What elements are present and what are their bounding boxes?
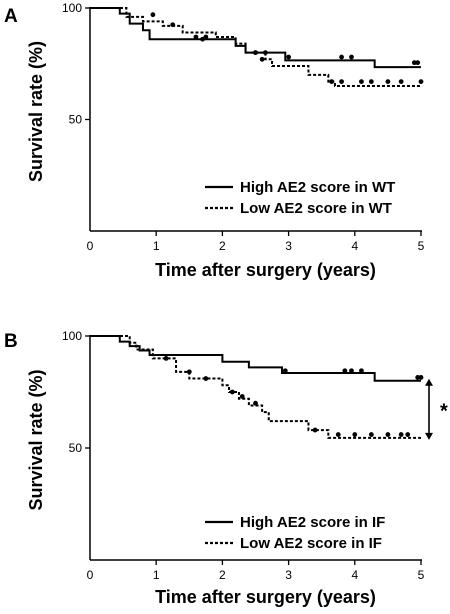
censored-point xyxy=(342,368,348,374)
y-tick-label: 50 xyxy=(69,113,83,127)
censored-point xyxy=(352,432,358,437)
arrowhead-up-icon xyxy=(425,378,433,386)
legend-label: High AE2 score in IF xyxy=(240,514,385,531)
y-axis-title: Survival rate (%) xyxy=(26,41,46,182)
censored-point xyxy=(349,54,354,60)
censored-point xyxy=(415,60,421,66)
y-axis-title: Survival rate (%) xyxy=(26,369,46,510)
arrowhead-down-icon xyxy=(425,432,433,440)
censored-point xyxy=(359,79,364,84)
censored-point xyxy=(405,432,411,437)
censored-point xyxy=(229,389,235,395)
x-tick-label: 0 xyxy=(87,568,94,582)
censored-point xyxy=(418,79,424,84)
x-tick-label: 2 xyxy=(219,239,226,253)
series-line-high xyxy=(90,335,421,382)
censored-point xyxy=(286,54,291,60)
censored-point xyxy=(203,34,209,40)
censored-point xyxy=(398,432,404,437)
censored-point xyxy=(186,369,192,375)
censored-point xyxy=(359,368,364,374)
censored-point xyxy=(335,432,341,437)
censored-point xyxy=(398,79,404,84)
y-tick-label: 100 xyxy=(62,329,82,343)
censored-point xyxy=(239,394,245,399)
censored-point xyxy=(339,79,344,84)
panel-label: B xyxy=(4,331,18,352)
censored-point xyxy=(418,375,424,380)
panel-b: B 0 1 2 3 4 5 50 100 Time after surgery (years) Su… xyxy=(4,329,448,607)
censored-point xyxy=(368,79,374,84)
censored-point xyxy=(282,368,288,374)
x-tick-label: 1 xyxy=(153,239,160,253)
censored-point xyxy=(253,50,258,55)
y-tick-label: 50 xyxy=(69,441,83,455)
censored-point xyxy=(312,427,318,433)
legend-label: Low AE2 score in WT xyxy=(240,200,392,217)
x-tick-label: 2 xyxy=(219,568,226,582)
censored-point xyxy=(329,79,335,84)
censored-point xyxy=(163,356,169,361)
legend-label: Low AE2 score in IF xyxy=(240,535,382,552)
x-tick-label: 4 xyxy=(351,239,358,253)
series-line-low xyxy=(90,7,421,88)
x-axis-title: Time after surgery (years) xyxy=(155,260,376,280)
censored-point xyxy=(385,432,391,437)
x-tick-label: 1 xyxy=(153,568,160,582)
y-tick-label: 100 xyxy=(62,1,82,15)
x-tick-label: 0 xyxy=(87,239,94,253)
censored-point xyxy=(411,60,417,66)
x-tick-label: 3 xyxy=(285,239,292,253)
censored-point xyxy=(150,12,156,18)
censored-point xyxy=(385,79,391,84)
censored-point xyxy=(253,400,258,406)
significance-label: * xyxy=(440,400,448,422)
censored-point xyxy=(349,368,354,374)
censored-point xyxy=(259,56,265,62)
x-tick-label: 3 xyxy=(285,568,292,582)
series-line-low xyxy=(90,335,421,439)
censored-point xyxy=(170,22,176,28)
series-line-high xyxy=(90,7,421,69)
x-tick-label: 5 xyxy=(418,568,425,582)
censored-point xyxy=(203,376,209,381)
censored-point xyxy=(368,432,374,437)
censored-point xyxy=(193,34,199,40)
panel-label: A xyxy=(4,6,18,27)
x-axis-title: Time after surgery (years) xyxy=(155,587,376,607)
panel-a: A 0 1 2 3 4 5 50 100 Time after surgery (years) Su… xyxy=(4,1,425,280)
censored-point xyxy=(415,375,421,380)
legend-label: High AE2 score in WT xyxy=(240,179,395,196)
x-tick-label: 5 xyxy=(418,239,425,253)
censored-point xyxy=(339,54,344,60)
x-tick-label: 4 xyxy=(351,568,358,582)
